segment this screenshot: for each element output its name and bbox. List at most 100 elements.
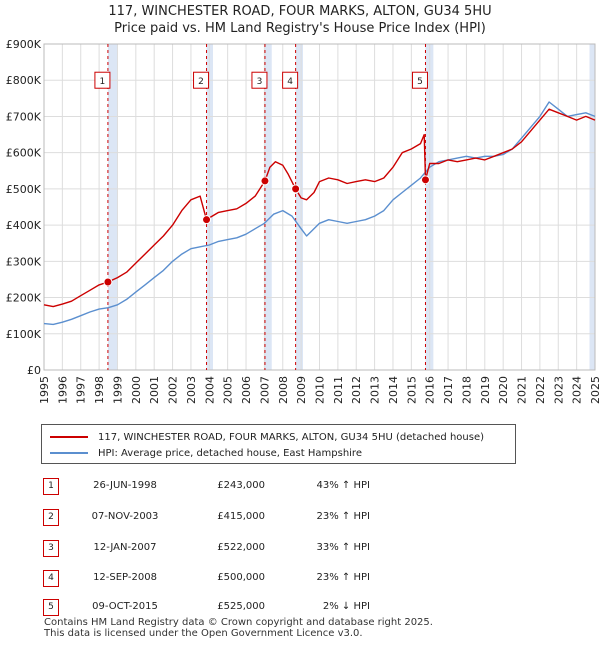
legend-hpi-label: HPI: Average price, detached house, East… (98, 447, 362, 459)
x-tick-label: 2020 (497, 376, 510, 404)
footer-copyright: Contains HM Land Registry data © Crown c… (44, 617, 433, 628)
x-tick-label: 2006 (240, 376, 253, 404)
hpi-line (43, 101, 596, 326)
sale-row: 4 12-SEP-2008 £500,000 23% ↑ HPI (0, 570, 600, 590)
x-tick-label: 2010 (314, 376, 327, 404)
y-tick-label: £300K (6, 255, 42, 268)
series-lines (43, 101, 596, 326)
x-tick-label: 2024 (571, 376, 584, 404)
y-tick-label: £800K (6, 74, 42, 87)
sale-label-box (282, 71, 299, 89)
sale-label: 3 (251, 71, 268, 89)
x-tick-label: 2004 (203, 376, 216, 404)
x-tick-label: 2000 (130, 376, 143, 404)
legend-property-swatch (50, 436, 88, 438)
x-tick-label: 2019 (479, 376, 492, 404)
y-tick-label: £0 (27, 364, 41, 377)
property-price-line (43, 108, 596, 308)
sale-label: 1 (94, 71, 111, 89)
sale-row: 5 09-OCT-2015 £525,000 2% ↓ HPI (0, 599, 600, 619)
sale-date: 12-SEP-2008 (93, 572, 157, 583)
sale-point (260, 176, 270, 186)
sale-point (291, 184, 301, 194)
y-tick-label: £900K (6, 38, 42, 51)
x-tick-label: 1999 (111, 376, 124, 404)
plot-frame (43, 43, 596, 371)
x-tick-label: 1996 (56, 376, 69, 404)
x-tick-label: 2023 (552, 376, 565, 404)
x-tick-label: 2005 (222, 376, 235, 404)
x-tick-label: 1995 (38, 376, 51, 404)
y-tick-label: £500K (6, 183, 42, 196)
sale-date-lines (107, 44, 426, 370)
sale-row: 3 12-JAN-2007 £522,000 33% ↑ HPI (0, 540, 600, 560)
x-tick-label: 2017 (442, 376, 455, 404)
sale-shade-band (107, 44, 118, 370)
x-tick-label: 2008 (277, 376, 290, 404)
x-tick-label: 1998 (93, 376, 106, 404)
x-tick-label: 2021 (516, 376, 529, 404)
x-tick-label: 2003 (185, 376, 198, 404)
sale-price: £500,000 (217, 572, 265, 583)
sale-hpi-comparison: 43% ↑ HPI (316, 480, 370, 491)
sale-label-box (94, 71, 111, 89)
y-tick-label: £400K (6, 219, 42, 232)
sale-label-text: 5 (417, 77, 423, 87)
sale-number-badge: 4 (43, 570, 59, 587)
sale-date: 09-OCT-2015 (92, 601, 158, 612)
chart-subtitle: Price paid vs. HM Land Registry's House … (114, 21, 486, 36)
sale-hpi-comparison: 33% ↑ HPI (316, 542, 370, 553)
sale-date: 12-JAN-2007 (93, 542, 157, 553)
sale-shade-band (295, 44, 303, 370)
x-tick-label: 2018 (460, 376, 473, 404)
sale-hpi-comparison: 23% ↑ HPI (316, 511, 370, 522)
x-tick-label: 2013 (369, 376, 382, 404)
y-tick-label: £200K (6, 292, 42, 305)
sale-point (420, 175, 430, 185)
x-tick-label: 2015 (405, 376, 418, 404)
y-tick-label: £700K (6, 110, 42, 123)
legend-hpi-swatch (50, 452, 88, 454)
sale-point (202, 215, 212, 225)
x-tick-label: 2011 (332, 376, 345, 404)
sale-shade-band (264, 44, 272, 370)
price-chart: 1 2 3 4 5 £0 £100K £200K £300K £400K £500K £600K £7… (6, 38, 600, 404)
legend-item-property: 117, WINCHESTER ROAD, FOUR MARKS, ALTON,… (50, 430, 484, 444)
chart-title: 117, WINCHESTER ROAD, FOUR MARKS, ALTON,… (108, 4, 492, 19)
sale-number-badge: 5 (43, 599, 59, 616)
sale-hpi-comparison: 2% ↓ HPI (322, 601, 370, 612)
sale-date: 07-NOV-2003 (91, 511, 159, 522)
y-tick-label: £100K (6, 328, 42, 341)
x-tick-label: 1997 (75, 376, 88, 404)
footer-license: This data is licensed under the Open Gov… (44, 628, 363, 639)
x-tick-label: 2009 (295, 376, 308, 404)
sale-number-badge: 1 (43, 478, 59, 495)
legend-property-label: 117, WINCHESTER ROAD, FOUR MARKS, ALTON,… (98, 431, 485, 443)
sale-price: £522,000 (217, 542, 265, 553)
sale-row: 1 26-JUN-1998 £243,000 43% ↑ HPI (0, 478, 600, 498)
legend-item-hpi: HPI: Average price, detached house, East… (50, 446, 362, 460)
sale-date: 26-JUN-1998 (93, 480, 157, 491)
sale-label: 2 (193, 71, 210, 89)
sale-point (103, 277, 113, 287)
sale-hpi-comparison: 23% ↑ HPI (316, 572, 370, 583)
sale-number-badge: 3 (43, 540, 59, 557)
sale-label-box (193, 71, 210, 89)
sale-label-text: 4 (287, 77, 293, 87)
legend: 117, WINCHESTER ROAD, FOUR MARKS, ALTON,… (41, 424, 516, 464)
x-tick-label: 2012 (350, 376, 363, 404)
sale-price: £243,000 (217, 480, 265, 491)
x-tick-label: 2002 (167, 376, 180, 404)
x-tick-label: 2025 (589, 376, 600, 404)
x-tick-label: 2014 (387, 376, 400, 404)
x-tick-label: 2001 (148, 376, 161, 404)
sale-label-box (251, 71, 268, 89)
sale-number-badge: 2 (43, 509, 59, 526)
x-tick-label: 2007 (258, 376, 271, 404)
y-tick-label: £600K (6, 147, 42, 160)
sale-label: 5 (411, 71, 428, 89)
sale-price: £525,000 (217, 601, 265, 612)
x-tick-label: 2022 (534, 376, 547, 404)
sale-label-text: 3 (257, 77, 263, 87)
sale-labels: 1 2 3 4 5 (94, 71, 428, 89)
